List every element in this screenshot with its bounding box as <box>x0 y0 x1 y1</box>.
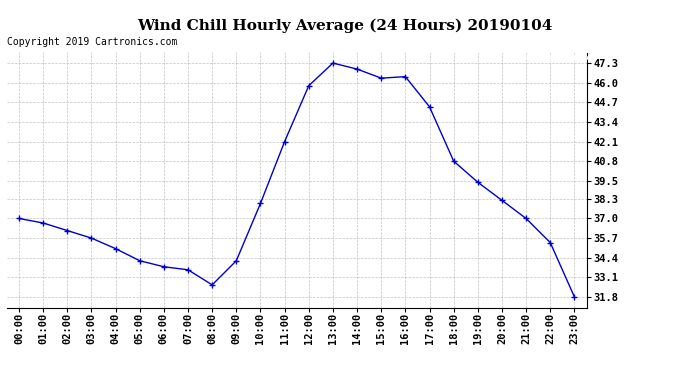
Text: Temperature  (°F): Temperature (°F) <box>519 53 633 63</box>
Text: Wind Chill Hourly Average (24 Hours) 20190104: Wind Chill Hourly Average (24 Hours) 201… <box>137 19 553 33</box>
Text: Copyright 2019 Cartronics.com: Copyright 2019 Cartronics.com <box>7 38 177 47</box>
